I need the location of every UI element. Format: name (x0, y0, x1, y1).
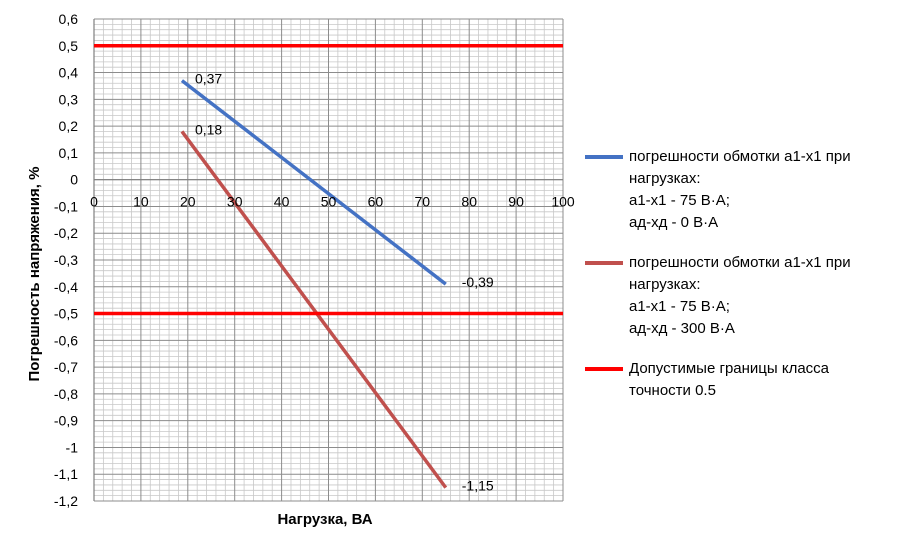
legend-label-line: ад-хд - 300 В·А (629, 320, 735, 337)
series-group (94, 44, 563, 489)
grid-major (93, 18, 564, 502)
y-tick-label: -0,4 (54, 279, 78, 295)
x-tick-label: 90 (508, 194, 524, 210)
y-tick-label: -0,1 (54, 198, 78, 214)
x-tick-labels: 0 10 20 30 40 50 60 70 80 90 100 (90, 194, 575, 210)
y-tick-label: 0,6 (59, 11, 79, 27)
data-label: -0,39 (462, 274, 494, 290)
data-label: 0,18 (195, 121, 222, 137)
legend-item: погрешности обмотки а1-х1 при нагрузках: а… (585, 252, 885, 340)
series-line-1 (180, 79, 447, 286)
y-tick-label: 0,5 (59, 38, 79, 54)
legend-label-line: нагрузках: (629, 276, 701, 293)
legend-label-line: точности 0.5 (629, 382, 716, 399)
x-tick-label: 30 (227, 194, 243, 210)
legend-swatch (585, 155, 623, 159)
legend-item: погрешности обмотки а1-х1 при нагрузках: а… (585, 146, 885, 234)
data-labels: 0,37 -0,39 0,18 -1,15 (195, 71, 494, 494)
legend-item: Допустимые границы класса точности 0.5 (585, 358, 885, 402)
y-tick-label: -0,9 (54, 413, 78, 429)
y-tick-labels: 0,6 0,5 0,4 0,3 0,2 0,1 0 -0,1 -0,2 -0,3 -0,4 -0,5 -… (54, 11, 78, 509)
y-tick-label: -1 (66, 439, 79, 455)
legend-label-line: Допустимые границы класса (629, 360, 830, 377)
legend: погрешности обмотки а1-х1 при нагрузках: а… (585, 146, 885, 420)
x-tick-label: 100 (551, 194, 575, 210)
x-tick-label: 50 (321, 194, 337, 210)
y-tick-label: 0 (70, 172, 78, 188)
y-tick-label: -1,2 (54, 493, 78, 509)
legend-label-line: ад-хд - 0 В·А (629, 214, 719, 231)
x-tick-label: 80 (461, 194, 477, 210)
x-tick-label: 0 (90, 194, 98, 210)
series-line-2 (180, 130, 448, 489)
legend-swatch (585, 367, 623, 371)
x-tick-label: 10 (133, 194, 149, 210)
x-tick-label: 70 (415, 194, 431, 210)
y-tick-label: -1,1 (54, 466, 78, 482)
legend-label-line: погрешности обмотки а1-х1 при (629, 148, 851, 165)
y-tick-label: 0,3 (59, 91, 79, 107)
y-tick-label: -0,6 (54, 332, 78, 348)
legend-label-line: нагрузках: (629, 170, 701, 187)
y-tick-label: 0,2 (59, 118, 79, 134)
data-label: 0,37 (195, 71, 222, 87)
legend-label-line: погрешности обмотки а1-х1 при (629, 254, 851, 271)
legend-swatch (585, 261, 623, 265)
y-tick-label: -0,2 (54, 225, 78, 241)
data-label: -1,15 (462, 478, 494, 494)
x-tick-label: 20 (180, 194, 196, 210)
x-axis-title: Нагрузка, ВА (277, 511, 372, 528)
y-tick-label: -0,7 (54, 359, 78, 375)
y-tick-label: -0,5 (54, 306, 78, 322)
y-tick-label: -0,3 (54, 252, 78, 268)
legend-label-line: а1-х1 - 75 В·А; (629, 192, 730, 209)
y-axis-title: Погрешность напряжения, % (26, 167, 43, 382)
y-tick-label: 0,4 (59, 65, 79, 81)
y-tick-label: -0,8 (54, 386, 78, 402)
x-tick-label: 40 (274, 194, 290, 210)
y-tick-label: 0,1 (59, 145, 79, 161)
legend-label-line: а1-х1 - 75 В·А; (629, 298, 730, 315)
x-tick-label: 60 (368, 194, 384, 210)
